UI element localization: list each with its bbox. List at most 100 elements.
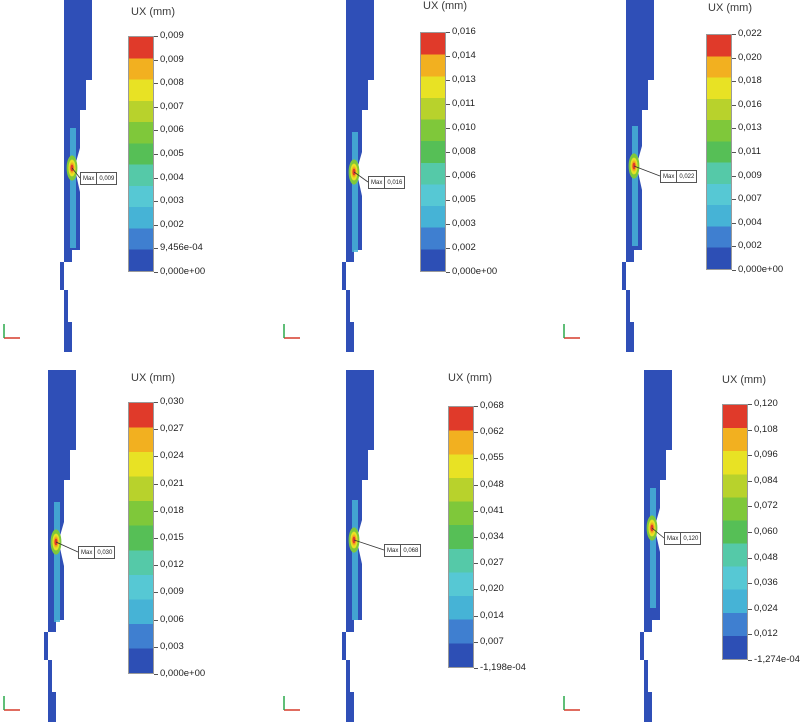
- legend-tick-mark: [748, 634, 752, 636]
- deformation-gradient-strip: [650, 488, 656, 608]
- legend-tick-mark: [748, 404, 752, 405]
- legend-tick-label: 0,024: [160, 450, 184, 462]
- legend-tick-mark: [154, 538, 158, 539]
- legend-tick-label: 0,005: [160, 148, 184, 159]
- legend-tick-mark: [154, 154, 158, 155]
- legend-unit-title: UX (mm): [423, 0, 467, 12]
- legend-tick-mark: [446, 176, 450, 177]
- deformation-gradient-strip: [352, 500, 358, 620]
- legend-tick-mark: [748, 480, 752, 482]
- legend-tick-label: 0,055: [480, 452, 504, 464]
- legend-tick-label: 0,062: [480, 426, 504, 438]
- legend-tick-label: 0,041: [480, 504, 504, 516]
- legend-tick-label: 0,016: [452, 26, 476, 37]
- legend-tick-label: 0,068: [480, 400, 504, 411]
- max-probe-label: Max 0,120: [664, 532, 702, 545]
- legend-colorbar: [128, 402, 154, 674]
- legend-tick-mark: [446, 200, 450, 201]
- legend-tick-label: 0,003: [452, 218, 476, 229]
- legend-tick-label: 0,014: [480, 609, 504, 621]
- max-probe-title: Max: [81, 549, 93, 556]
- legend-tick-label: 0,015: [160, 532, 184, 543]
- legend-tick-mark: [474, 589, 478, 591]
- legend-tick-mark: [446, 56, 450, 57]
- axis-triad-icon: [563, 696, 580, 711]
- legend-tick-label: 0,009: [738, 169, 762, 181]
- max-leader-line: [354, 171, 369, 183]
- legend-tick-label: 0,007: [738, 193, 762, 205]
- max-probe-divider: [96, 173, 98, 184]
- legend-tick-label: 0,018: [738, 75, 762, 87]
- legend-tick-mark: [474, 537, 478, 538]
- legend-tick-label: 0,009: [160, 53, 184, 65]
- legend-tick-mark: [732, 199, 736, 201]
- max-probe-title: Max: [387, 547, 399, 554]
- legend-tick-label: 0,014: [452, 50, 476, 61]
- legend-tick-mark: [474, 668, 478, 669]
- max-leader-segment: [72, 167, 81, 179]
- max-probe-title: Max: [663, 173, 675, 180]
- legend-tick-mark: [748, 557, 752, 559]
- legend-tick-mark: [732, 81, 736, 83]
- max-probe-title: Max: [371, 179, 383, 186]
- legend-tick-mark: [446, 128, 450, 129]
- legend-tick-mark: [154, 106, 158, 108]
- legend-colorbar: [722, 404, 748, 660]
- legend-tick-label: 0,006: [452, 170, 476, 181]
- max-probe-label: Max 0,016: [368, 176, 406, 189]
- legend-tick-mark: [154, 402, 158, 403]
- deformed-part: [640, 370, 672, 722]
- legend-tick-mark: [732, 152, 736, 153]
- max-probe-label: Max 0,009: [80, 172, 118, 185]
- legend-tick-label: 0,008: [452, 146, 476, 157]
- legend-tick-mark: [732, 222, 736, 224]
- max-probe-value: 0,009: [99, 175, 115, 182]
- part-body: [44, 370, 76, 722]
- max-probe-value: 0,022: [679, 173, 695, 180]
- legend-tick-mark: [446, 224, 450, 225]
- legend-tick-mark: [154, 456, 158, 458]
- result-panel-3: Max 0,022 UX (mm) 0,022 0,020 0,018 0,016 0,013…: [560, 0, 800, 358]
- legend-tick-mark: [446, 32, 450, 33]
- legend-tick-label: 0,009: [160, 586, 184, 598]
- legend-unit-title: UX (mm): [722, 374, 766, 386]
- legend-tick-label: 0,016: [738, 98, 762, 110]
- legend-tick-mark: [732, 246, 736, 248]
- legend-tick-label: 0,024: [754, 602, 778, 614]
- legend-tick-label: 9,456e-04: [160, 242, 203, 254]
- legend-tick-mark: [446, 248, 450, 249]
- max-probe-divider: [384, 177, 386, 188]
- legend-tick-mark: [474, 641, 478, 643]
- max-probe-divider: [680, 533, 682, 544]
- legend-tick-mark: [154, 510, 158, 512]
- legend-tick-mark: [446, 152, 450, 153]
- max-leader-line: [72, 167, 81, 179]
- legend-tick-label: 0,000e+00: [160, 668, 206, 679]
- legend-tick-label: 0,048: [754, 551, 778, 563]
- max-leader-segment: [354, 171, 369, 183]
- axis-triad-icon: [283, 696, 300, 711]
- max-probe-label: Max 0,068: [384, 544, 422, 557]
- result-panel-2: Max 0,016 UX (mm) 0,016 0,014 0,013 0,011 0,010…: [280, 0, 520, 358]
- max-probe-title: Max: [83, 175, 95, 182]
- legend-unit-title: UX (mm): [708, 2, 752, 14]
- legend-tick-mark: [748, 506, 752, 508]
- max-leader-segment: [56, 541, 79, 553]
- deformation-gradient-strip: [352, 132, 358, 252]
- axis-triad-icon: [283, 324, 300, 339]
- part-body: [342, 0, 374, 352]
- legend-tick-mark: [154, 59, 158, 61]
- max-leader-segment: [652, 527, 665, 539]
- legend-tick-label: 0,027: [160, 423, 184, 435]
- deformation-gradient-strip: [632, 126, 638, 246]
- deformation-gradient-strip: [70, 128, 76, 248]
- hot-spot-ring-4: [650, 524, 654, 532]
- axis-triad-icon: [3, 696, 20, 711]
- legend-tick-label: 0,002: [452, 242, 476, 253]
- legend-tick-mark: [732, 57, 736, 59]
- legend-tick-label: 0,000e+00: [160, 266, 206, 277]
- legend-unit-title: UX (mm): [131, 6, 175, 18]
- max-leader-line: [354, 539, 385, 551]
- legend-tick-label: 0,096: [754, 449, 778, 461]
